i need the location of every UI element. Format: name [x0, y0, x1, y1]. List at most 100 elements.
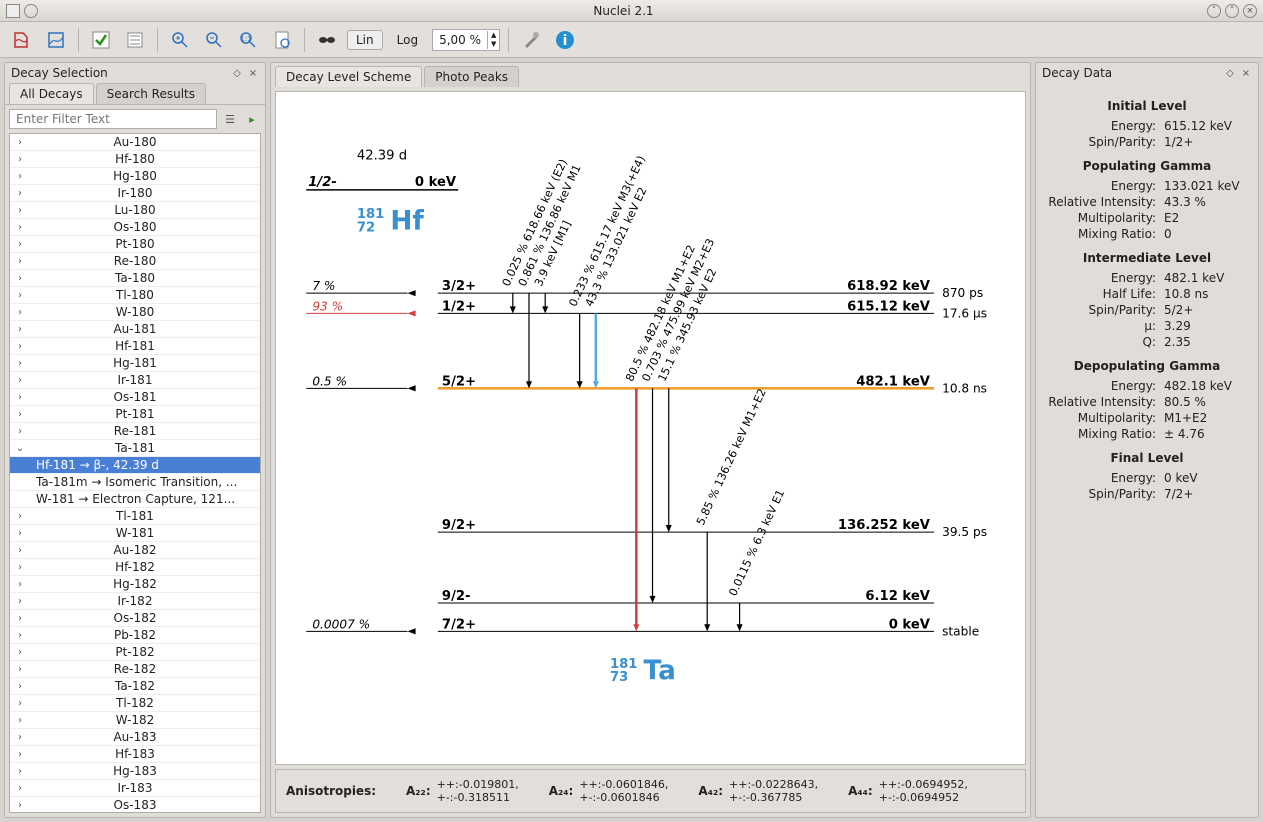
tree-parent-item[interactable]: ›Os-182	[10, 610, 260, 627]
expand-icon[interactable]: ›	[14, 579, 26, 590]
zoom-page-button[interactable]	[268, 26, 296, 54]
rollup-button[interactable]	[24, 4, 38, 18]
export-svg-button[interactable]	[42, 26, 70, 54]
expand-icon[interactable]: ›	[14, 528, 26, 539]
panel-close-button[interactable]: ×	[247, 67, 259, 79]
tree-parent-item[interactable]: ›W-182	[10, 712, 260, 729]
panel-undock-button-r[interactable]: ◇	[1224, 67, 1236, 79]
tree-parent-item[interactable]: ›Tl-181	[10, 508, 260, 525]
expand-icon[interactable]: ›	[14, 545, 26, 556]
expand-icon[interactable]: ›	[14, 188, 26, 199]
expand-icon[interactable]: ›	[14, 732, 26, 743]
tree-parent-item[interactable]: ›Tl-182	[10, 695, 260, 712]
expand-icon[interactable]: ›	[14, 715, 26, 726]
tree-parent-item[interactable]: ›Re-181	[10, 423, 260, 440]
expand-icon[interactable]: ›	[14, 698, 26, 709]
zoom-out-button[interactable]	[200, 26, 228, 54]
tree-parent-item[interactable]: ›Os-183	[10, 797, 260, 813]
tree-parent-item[interactable]: ›Hf-182	[10, 559, 260, 576]
expand-icon[interactable]: ›	[14, 358, 26, 369]
zoom-in-button[interactable]	[166, 26, 194, 54]
expand-icon[interactable]: ›	[14, 681, 26, 692]
expand-icon[interactable]: ›	[14, 239, 26, 250]
info-button[interactable]: i	[551, 26, 579, 54]
tree-child-item[interactable]: Ta-181m → Isomeric Transition, ...	[10, 474, 260, 491]
list-button[interactable]	[121, 26, 149, 54]
expand-icon[interactable]: ›	[14, 596, 26, 607]
tree-parent-item[interactable]: ›Tl-180	[10, 287, 260, 304]
tree-parent-item[interactable]: ›Ir-180	[10, 185, 260, 202]
filter-apply-icon[interactable]: ▸	[243, 110, 261, 128]
scale-log-button[interactable]: Log	[389, 31, 426, 49]
tree-child-item[interactable]: W-181 → Electron Capture, 121...	[10, 491, 260, 508]
tree-parent-item[interactable]: ›Re-180	[10, 253, 260, 270]
expand-icon[interactable]: ›	[14, 171, 26, 182]
expand-icon[interactable]: ›	[14, 273, 26, 284]
tree-parent-item[interactable]: ›Hf-181	[10, 338, 260, 355]
tree-parent-item[interactable]: ⌄Ta-181	[10, 440, 260, 457]
tree-parent-item[interactable]: ›Pt-182	[10, 644, 260, 661]
tree-parent-item[interactable]: ›Ir-182	[10, 593, 260, 610]
expand-icon[interactable]: ›	[14, 256, 26, 267]
tree-parent-item[interactable]: ›Ta-182	[10, 678, 260, 695]
tree-parent-item[interactable]: ›Hf-183	[10, 746, 260, 763]
tree-child-item[interactable]: Hf-181 → β-, 42.39 d	[10, 457, 260, 474]
expand-icon[interactable]: ›	[14, 766, 26, 777]
tree-parent-item[interactable]: ›Hf-180	[10, 151, 260, 168]
panel-undock-button[interactable]: ◇	[231, 67, 243, 79]
expand-icon[interactable]: ›	[14, 137, 26, 148]
tree-parent-item[interactable]: ›Pb-182	[10, 627, 260, 644]
expand-icon[interactable]: ›	[14, 409, 26, 420]
expand-icon[interactable]: ›	[14, 562, 26, 573]
tree-parent-item[interactable]: ›Hg-182	[10, 576, 260, 593]
minimize-button[interactable]: ˅	[1207, 4, 1221, 18]
tree-parent-item[interactable]: ›Re-182	[10, 661, 260, 678]
tab-photo-peaks[interactable]: Photo Peaks	[424, 66, 519, 87]
tree-parent-item[interactable]: ›Au-181	[10, 321, 260, 338]
expand-icon[interactable]: ›	[14, 783, 26, 794]
expand-icon[interactable]: ›	[14, 647, 26, 658]
tree-parent-item[interactable]: ›Ir-181	[10, 372, 260, 389]
tree-parent-item[interactable]: ›Hg-180	[10, 168, 260, 185]
zoom-fit-button[interactable]: 1:1	[234, 26, 262, 54]
tree-parent-item[interactable]: ›Au-183	[10, 729, 260, 746]
panel-close-button-r[interactable]: ×	[1240, 67, 1252, 79]
tree-parent-item[interactable]: ›Os-180	[10, 219, 260, 236]
nuclide-tree[interactable]: ›Au-180›Hf-180›Hg-180›Ir-180›Lu-180›Os-1…	[9, 133, 261, 813]
find-button[interactable]	[313, 26, 341, 54]
scale-lin-button[interactable]: Lin	[347, 30, 383, 50]
tree-parent-item[interactable]: ›Ir-183	[10, 780, 260, 797]
expand-icon[interactable]: ⌄	[14, 443, 26, 454]
tab-decay-scheme[interactable]: Decay Level Scheme	[275, 66, 422, 87]
tree-parent-item[interactable]: ›W-180	[10, 304, 260, 321]
expand-icon[interactable]: ›	[14, 800, 26, 811]
tree-parent-item[interactable]: ›Au-180	[10, 134, 260, 151]
tab-search-results[interactable]: Search Results	[96, 83, 206, 104]
settings-button[interactable]	[517, 26, 545, 54]
expand-icon[interactable]: ›	[14, 630, 26, 641]
tree-parent-item[interactable]: ›W-181	[10, 525, 260, 542]
maximize-button[interactable]: ˄	[1225, 4, 1239, 18]
expand-icon[interactable]: ›	[14, 324, 26, 335]
expand-icon[interactable]: ›	[14, 392, 26, 403]
expand-icon[interactable]: ›	[14, 511, 26, 522]
tree-parent-item[interactable]: ›Os-181	[10, 389, 260, 406]
check-button[interactable]	[87, 26, 115, 54]
tab-all-decays[interactable]: All Decays	[9, 83, 94, 104]
expand-icon[interactable]: ›	[14, 205, 26, 216]
scheme-canvas[interactable]: 1/2-0 keV42.39 d18172 Hf18173 Ta7 %3/2+6…	[275, 91, 1026, 765]
tree-parent-item[interactable]: ›Hg-183	[10, 763, 260, 780]
spin-down[interactable]: ▼	[488, 40, 499, 49]
tree-parent-item[interactable]: ›Pt-181	[10, 406, 260, 423]
filter-clear-icon[interactable]: ☰	[221, 110, 239, 128]
expand-icon[interactable]: ›	[14, 426, 26, 437]
tree-parent-item[interactable]: ›Au-182	[10, 542, 260, 559]
tree-parent-item[interactable]: ›Hg-181	[10, 355, 260, 372]
expand-icon[interactable]: ›	[14, 290, 26, 301]
tree-parent-item[interactable]: ›Ta-180	[10, 270, 260, 287]
expand-icon[interactable]: ›	[14, 222, 26, 233]
filter-input[interactable]	[9, 109, 217, 129]
expand-icon[interactable]: ›	[14, 154, 26, 165]
expand-icon[interactable]: ›	[14, 307, 26, 318]
percent-spinner[interactable]: 5,00 % ▲▼	[432, 29, 500, 51]
